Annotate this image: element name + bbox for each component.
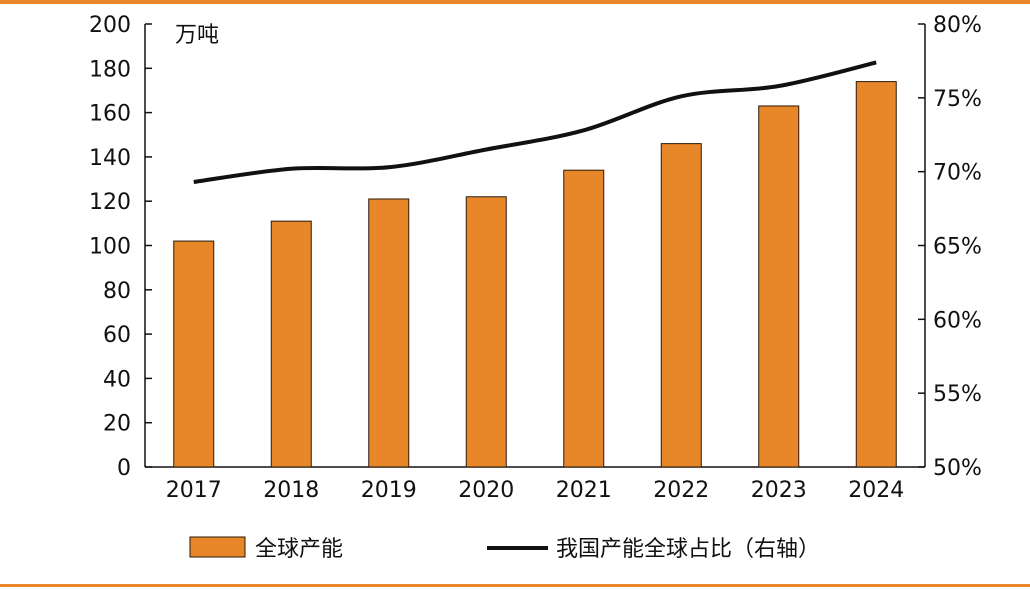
bar [660, 143, 702, 468]
x-tick-label: 2023 [751, 478, 807, 503]
bar [758, 105, 800, 468]
labels-group: 0 20 40 60 80 100 120 140 160 180 200 50% 55% 60% 65% 7… [89, 13, 982, 503]
legend-label-line: 我国产能全球占比（右轴） [556, 537, 820, 562]
bar [173, 240, 215, 468]
left-tick-label: 160 [89, 102, 131, 127]
axes-group [144, 23, 926, 468]
bar [563, 169, 605, 468]
left-tick-label: 120 [89, 190, 131, 215]
x-tick-label: 2017 [166, 478, 222, 503]
left-tick-label: 40 [103, 367, 131, 392]
bottom-accent-bar [0, 584, 1030, 587]
bars-group [173, 81, 897, 468]
x-tick-label: 2018 [263, 478, 319, 503]
right-tick-label: 65% [933, 235, 982, 260]
x-tick-label: 2021 [556, 478, 612, 503]
left-axis-unit: 万吨 [175, 23, 219, 48]
left-tick-label: 0 [117, 456, 131, 481]
right-tick-label: 55% [933, 382, 982, 407]
x-tick-label: 2019 [361, 478, 417, 503]
x-tick-label: 2020 [458, 478, 514, 503]
x-tick-label: 2024 [848, 478, 904, 503]
bar [270, 220, 312, 468]
bar [368, 198, 410, 468]
line-group [193, 60, 877, 184]
bar [855, 81, 897, 468]
x-tick-label: 2022 [653, 478, 709, 503]
left-tick-label: 200 [89, 13, 131, 38]
legend: 全球产能 我国产能全球占比（右轴） [189, 536, 820, 562]
left-tick-label: 140 [89, 146, 131, 171]
left-tick-label: 100 [89, 235, 131, 260]
right-tick-label: 80% [933, 13, 982, 38]
right-tick-label: 70% [933, 161, 982, 186]
legend-label-bar: 全球产能 [255, 537, 343, 562]
left-tick-label: 180 [89, 57, 131, 82]
bar [465, 196, 507, 468]
right-tick-label: 50% [933, 456, 982, 481]
share-line [193, 60, 877, 184]
right-tick-label: 75% [933, 87, 982, 112]
left-tick-label: 20 [103, 412, 131, 437]
left-tick-label: 60 [103, 323, 131, 348]
right-tick-label: 60% [933, 308, 982, 333]
legend-swatch-bar [189, 536, 246, 558]
top-accent-bar [0, 0, 1030, 4]
left-tick-label: 80 [103, 279, 131, 304]
